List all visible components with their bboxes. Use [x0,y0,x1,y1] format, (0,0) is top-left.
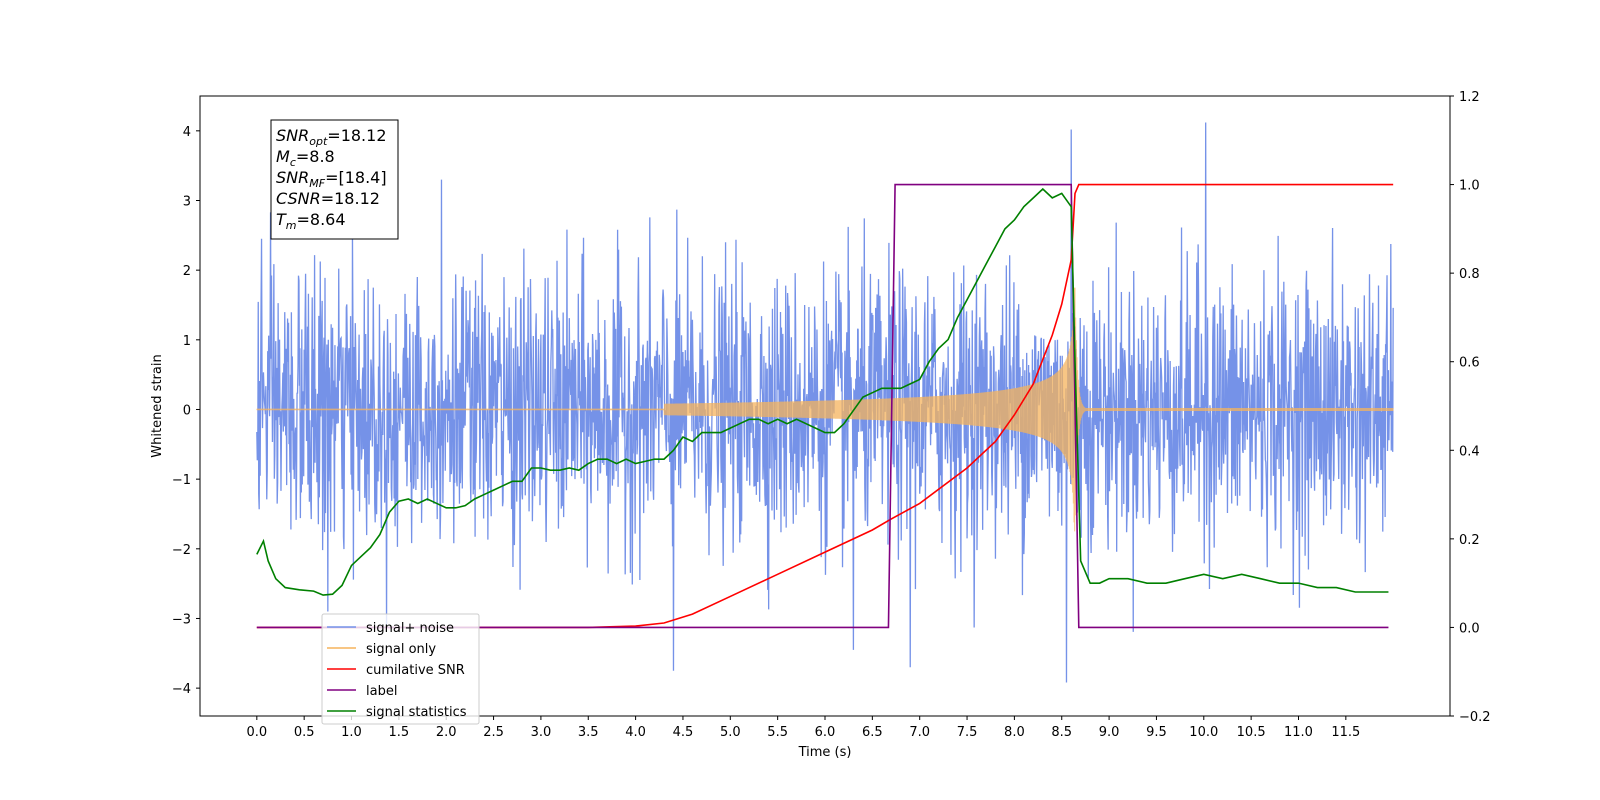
x-tick-label: 6.0 [815,725,836,740]
legend-entry: signal+ noise [366,621,454,636]
y-axis-label: Whitened strain [150,354,165,457]
x-tick-label: 3.5 [578,725,599,740]
y2-tick-label: −0.2 [1459,710,1491,725]
y-tick-label: 2 [183,264,191,279]
info-line: SNRopt=18.12 [276,126,387,148]
x-tick-label: 7.0 [909,725,930,740]
legend-entry: label [366,684,397,699]
x-tick-label: 9.5 [1146,725,1167,740]
series-signal-statistics [256,187,1389,596]
x-tick-label: 2.5 [483,725,504,740]
legend-entry: signal only [366,642,436,657]
y2-tick-label: 1.2 [1459,90,1480,105]
x-tick-label: 5.5 [767,725,788,740]
y2-tick-label: 0.4 [1459,444,1480,459]
info-box: SNRopt=18.12Mc=8.8SNRMF=[18.4]CSNR=18.12… [270,119,399,240]
y-tick-label: −2 [172,543,191,558]
y-tick-label: 0 [183,403,191,418]
x-tick-label: 7.5 [957,725,978,740]
y2-tick-label: 0.0 [1459,621,1480,636]
series-signal-noise [256,122,1394,683]
y2-tick-label: 0.8 [1459,267,1480,282]
x-tick-label: 1.0 [341,725,362,740]
y-tick-label: 4 [183,125,191,140]
x-tick-label: 11.0 [1284,725,1313,740]
series-cumulative-snr [256,183,1394,629]
x-tick-label: 0.0 [246,725,267,740]
x-tick-label: 2.0 [436,725,457,740]
y-tick-label: −3 [172,612,191,627]
ticks-layer: 0.0 0.5 1.0 1.5 2.0 2.5 3.0 3.5 4.0 4.5 5.0 5.5 6.0 6… [172,90,1491,740]
x-tick-label: 0.5 [294,725,315,740]
series-layer [256,122,1394,683]
x-tick-label: 4.0 [625,725,646,740]
x-tick-label: 3.0 [531,725,552,740]
x-tick-label: 5.0 [720,725,741,740]
y-tick-label: 3 [183,194,191,209]
series-label [256,183,1389,629]
info-line: SNRMF=[18.4] [276,168,387,190]
series-signal-only [256,287,1394,532]
info-line: CSNR=18.12 [276,189,380,208]
x-tick-label: 11.5 [1331,725,1360,740]
x-tick-label: 1.5 [389,725,410,740]
x-tick-label: 8.0 [1004,725,1025,740]
x-tick-label: 4.5 [673,725,694,740]
y-tick-label: −4 [172,682,191,697]
info-line: Tm=8.64 [276,210,346,232]
y-tick-label: 1 [183,334,191,349]
info-line: Mc=8.8 [276,147,335,169]
y2-tick-label: 0.2 [1459,533,1480,548]
x-tick-label: 10.5 [1237,725,1266,740]
y2-tick-label: 1.0 [1459,179,1480,194]
legend-entry: cumilative SNR [366,663,465,678]
legend: signal+ noise signal only cumilative SNR la… [321,613,480,725]
legend-box [321,613,480,725]
y2-tick-label: 0.6 [1459,356,1480,371]
x-tick-label: 8.5 [1051,725,1072,740]
legend-entry: signal statistics [366,705,467,720]
x-tick-label: 10.0 [1189,725,1218,740]
info-box-frame [270,119,399,240]
x-tick-label: 6.5 [862,725,883,740]
x-axis-label: Time (s) [798,745,852,760]
y-tick-label: −1 [172,473,191,488]
x-tick-label: 9.0 [1099,725,1120,740]
